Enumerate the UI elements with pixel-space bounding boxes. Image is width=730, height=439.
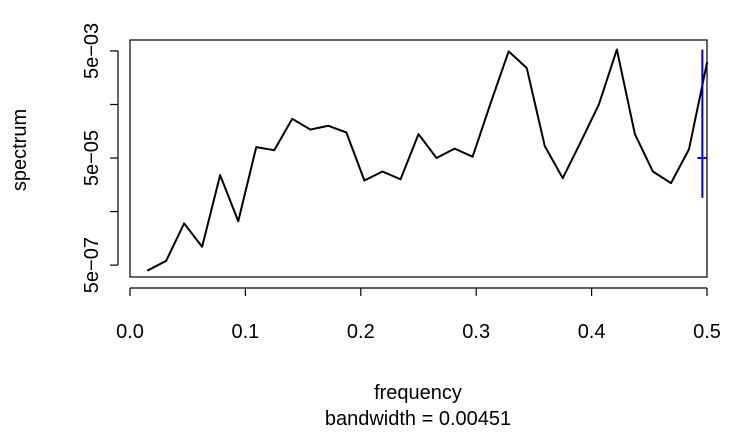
x-tick-label: 0.4: [578, 321, 606, 343]
y-tick-label: 5e−03: [81, 23, 103, 79]
x-tick-label: 0.0: [116, 321, 144, 343]
spectrum-line: [147, 48, 708, 272]
x-axis-title: frequency: [374, 382, 462, 404]
x-tick-label: 0.1: [231, 321, 259, 343]
x-tick-label: 0.3: [462, 321, 490, 343]
y-axis-title: spectrum: [9, 109, 31, 191]
chart-subtitle: bandwidth = 0.00451: [325, 408, 511, 430]
y-tick-label: 5e−07: [81, 237, 103, 293]
plot-area: 0.0 0.1 0.2 0.3 0.4 0.5 5e−07 5e−05 5e−03: [81, 23, 721, 343]
y-tick-label: 5e−05: [81, 130, 103, 186]
x-tick-label: 0.5: [693, 321, 721, 343]
x-tick-label: 0.2: [347, 321, 375, 343]
plot-frame: [129, 39, 708, 278]
